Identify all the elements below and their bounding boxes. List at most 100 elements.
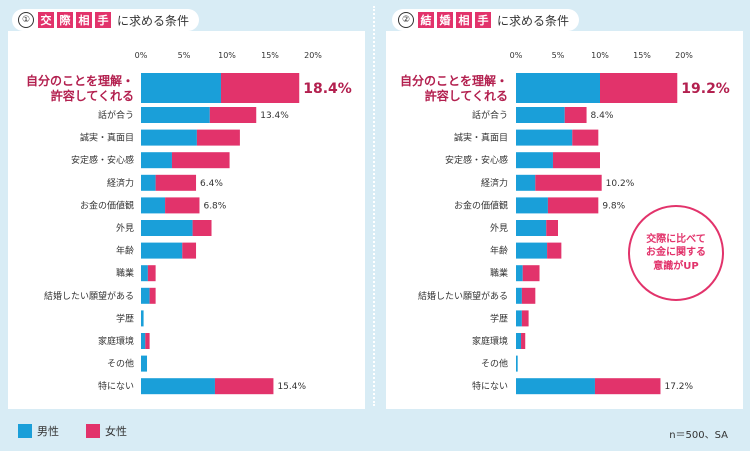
left-bar-male [141, 310, 144, 327]
left-tick-label: 10% [218, 51, 236, 60]
right-category-label: 話が合う [472, 109, 508, 121]
left-bar-female [155, 174, 197, 191]
right-value-label: 19.2% [681, 81, 730, 97]
left-title-suffix: に求める条件 [117, 13, 190, 28]
right-category-label: 外見 [490, 222, 508, 234]
right-bar-male [516, 333, 522, 349]
right-title: ② 結 婚 相 手 に求める条件 [392, 9, 580, 31]
sample-size-note: n＝500、SA [669, 430, 728, 441]
left-category-label: 自分のことを理解・ [26, 73, 134, 88]
left-bar-female [165, 197, 200, 214]
right-tick-label: 5% [552, 51, 565, 60]
right-category-label: 職業 [490, 267, 508, 279]
right-title-suffix: に求める条件 [497, 13, 570, 28]
right-bar-female [535, 174, 602, 191]
left-category-label: 結婚したい願望がある [44, 290, 134, 302]
right-title-char: 手 [475, 12, 491, 28]
left-bar-male [141, 355, 148, 372]
callout-bubble: 交際に比べて お金に関する 意識がUP [628, 205, 724, 301]
right-bar-male [516, 129, 573, 146]
right-tick-label: 0% [510, 51, 523, 60]
right-bar-male [516, 265, 523, 282]
left-bar-female [196, 129, 240, 146]
right-category-label: 特にない [472, 380, 508, 392]
left-title-char: 交 [38, 12, 54, 28]
left-category-label: その他 [107, 358, 134, 370]
left-bar-male [141, 73, 221, 103]
right-value-label: 17.2% [664, 382, 693, 392]
right-tick-label: 10% [591, 51, 609, 60]
left-value-label: 6.8% [203, 201, 226, 211]
left-category-label: 特にない [98, 380, 134, 392]
right-value-label: 10.2% [606, 179, 635, 189]
right-bar-female [521, 287, 536, 304]
legend-male: 男性 [18, 423, 59, 439]
right-tick-label: 20% [675, 51, 693, 60]
right-bar-female [600, 73, 678, 103]
left-category-label: 話が合う [98, 109, 134, 121]
right-bar-male [516, 378, 595, 395]
left-tick-label: 15% [261, 51, 279, 60]
left-bar-male [141, 287, 150, 304]
left-bar-female [149, 287, 156, 304]
right-bar-female [594, 378, 661, 395]
right-category-label: お金の価値観 [454, 199, 508, 211]
left-tick-label: 5% [178, 51, 191, 60]
right-bar-female [547, 197, 599, 214]
left-category-label: 経済力 [107, 177, 134, 189]
left-number-badge: ① [18, 12, 34, 28]
right-bar-female [521, 310, 529, 327]
legend-male-swatch [18, 424, 32, 438]
left-bar-male [141, 129, 197, 146]
left-category-label: 誠実・真面目 [80, 132, 134, 144]
left-tick-label: 0% [135, 51, 148, 60]
right-bar-male [516, 197, 548, 214]
panel-divider [373, 6, 375, 406]
right-title-char: 結 [418, 12, 434, 28]
left-bar-female [192, 220, 212, 236]
left-bar-male [141, 197, 166, 214]
right-category-label: 年齢 [490, 245, 508, 257]
right-category-label: 学歴 [490, 312, 508, 324]
right-bar-male [516, 152, 553, 169]
left-bar-female [145, 333, 150, 349]
right-category-label: 誠実・真面目 [454, 132, 508, 144]
left-category-label: お金の価値観 [80, 199, 134, 211]
right-category-label: 許容してくれる [425, 88, 508, 103]
legend-male-label: 男性 [37, 425, 59, 438]
right-category-label: 経済力 [481, 177, 508, 189]
left-value-label: 18.4% [303, 81, 352, 97]
right-bar-male [516, 73, 600, 103]
right-category-label: 結婚したい願望がある [418, 290, 508, 302]
left-bar-female [147, 265, 156, 282]
legend-female: 女性 [86, 423, 127, 439]
right-value-label: 9.8% [602, 201, 625, 211]
right-bar-female [546, 220, 558, 236]
left-bar-female [182, 242, 197, 259]
right-bar-female [552, 152, 600, 169]
left-bar-male [141, 378, 215, 395]
right-bar-male [516, 242, 548, 259]
left-category-label: 許容してくれる [51, 88, 134, 103]
left-category-label: 安定感・安心感 [71, 154, 134, 166]
right-bar-female [572, 129, 599, 146]
left-bar-female [220, 73, 300, 103]
left-category-label: 外見 [116, 222, 134, 234]
right-title-char: 相 [456, 12, 472, 28]
right-bar-female [547, 242, 562, 259]
right-bar-male [516, 287, 522, 304]
right-bar-male [516, 220, 547, 236]
left-title-char: 相 [76, 12, 92, 28]
left-bar-male [141, 152, 172, 169]
left-category-label: 年齢 [116, 245, 134, 257]
right-value-label: 8.4% [591, 111, 614, 121]
right-category-label: その他 [481, 358, 508, 370]
left-bar-male [141, 174, 156, 191]
right-category-label: 自分のことを理解・ [400, 73, 508, 88]
right-category-label: 安定感・安心感 [445, 154, 508, 166]
left-bar-male [141, 265, 148, 282]
left-title-char: 際 [57, 12, 73, 28]
right-bar-male [516, 107, 565, 123]
left-category-label: 学歴 [116, 312, 134, 324]
